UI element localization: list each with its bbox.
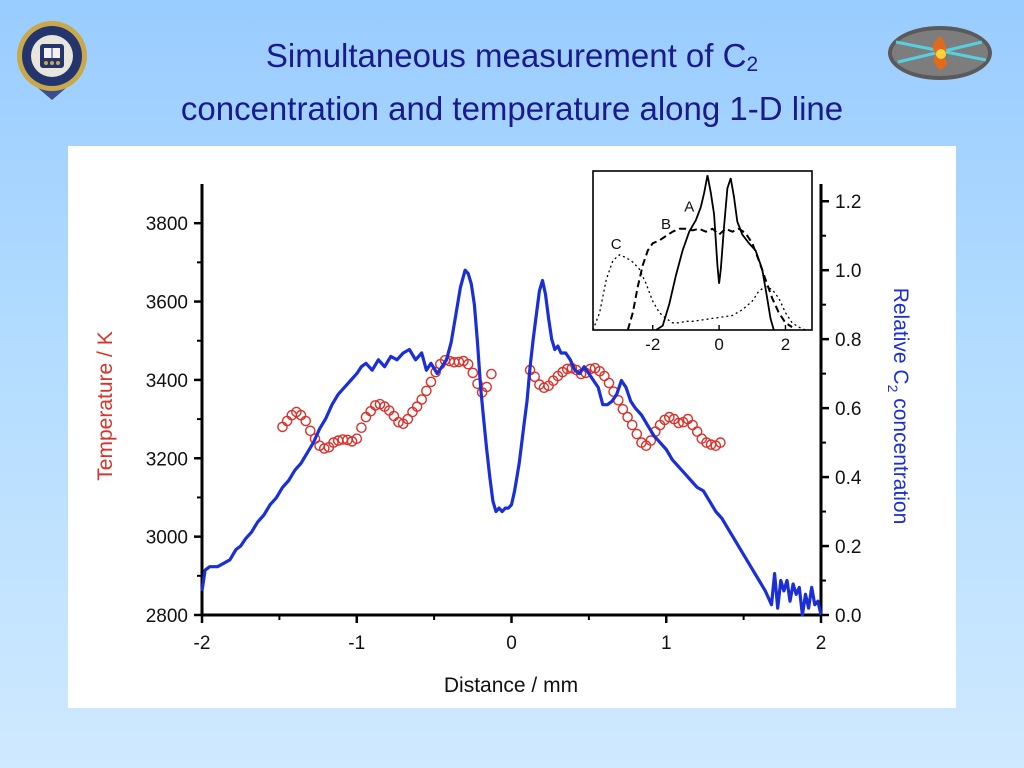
title-line-1: Simultaneous measurement of C2 bbox=[265, 37, 759, 76]
temperature-point bbox=[281, 415, 293, 427]
y-left-tick-label: 3200 bbox=[146, 449, 188, 470]
chart-panel: -2 -1 0 1 2 2800 3000 3200 3400 3600 3800 0.0 0.2 0.4… bbox=[68, 146, 956, 708]
temperature-point bbox=[622, 411, 633, 423]
y-right-tick-label: 0.6 bbox=[835, 399, 861, 420]
temperature-point bbox=[393, 416, 404, 428]
title-line-2: concentration and temperature along 1-D … bbox=[180, 90, 844, 127]
temperature-point bbox=[472, 378, 483, 390]
temperature-point bbox=[462, 358, 474, 370]
concentration-line bbox=[200, 268, 823, 617]
inset-chart: -2 0 2 AB C bbox=[592, 170, 813, 354]
y-left-tick-label: 3000 bbox=[146, 528, 188, 549]
inset-x-tick-label: -2 bbox=[645, 335, 660, 354]
inset-series-label: C bbox=[611, 236, 622, 253]
temperature-point bbox=[421, 385, 432, 397]
inset-series-label: B bbox=[661, 216, 671, 233]
concentration-series bbox=[200, 268, 823, 617]
temperature-point bbox=[360, 411, 372, 423]
x-axis-label: Distance / mm bbox=[444, 674, 578, 697]
x-tick-label: -2 bbox=[194, 633, 211, 654]
y-right-tick-label: 1.0 bbox=[835, 261, 861, 282]
temperature-point bbox=[617, 403, 629, 415]
temperature-point bbox=[304, 425, 316, 437]
y-right-tick-label: 0.4 bbox=[835, 468, 862, 489]
y-left-tick-label: 3600 bbox=[146, 293, 188, 314]
temperature-point bbox=[538, 382, 550, 393]
temperature-point bbox=[673, 417, 684, 429]
x-tick-label: 1 bbox=[661, 633, 672, 654]
temperature-point bbox=[715, 437, 726, 448]
temperature-point bbox=[356, 422, 367, 434]
inset-series-label: A bbox=[684, 199, 694, 216]
temperature-point bbox=[277, 421, 288, 433]
temperature-point bbox=[300, 415, 311, 427]
y-left-tick-label: 3800 bbox=[146, 214, 188, 235]
temperature-point bbox=[631, 428, 643, 440]
temperature-point bbox=[664, 411, 675, 423]
axes-ticks: -2 -1 0 1 2 2800 3000 3200 3400 3600 3800 0.0 0.2 0.4… bbox=[146, 192, 862, 654]
temperature-point bbox=[318, 443, 330, 454]
temperature-point bbox=[687, 419, 698, 431]
y-right-tick-label: 0.8 bbox=[835, 330, 861, 351]
laser-flame-logo bbox=[886, 24, 994, 82]
temperature-point bbox=[603, 377, 615, 389]
x-tick-label: 0 bbox=[506, 633, 517, 654]
inset-x-tick-label: 0 bbox=[714, 335, 723, 354]
chart-svg: -2 -1 0 1 2 2800 3000 3200 3400 3600 3800 0.0 0.2 0.4… bbox=[94, 170, 912, 697]
y-right-tick-label: 0.2 bbox=[835, 537, 861, 558]
y-right-tick-label: 1.2 bbox=[835, 192, 861, 213]
y-axis-left-label: Temperature / K bbox=[94, 331, 117, 480]
temperature-point bbox=[430, 366, 442, 378]
temperature-point bbox=[351, 433, 363, 445]
temperature-point bbox=[416, 394, 428, 405]
y-left-tick-label: 3400 bbox=[146, 371, 188, 392]
temperature-point bbox=[467, 367, 479, 379]
y-axis-right-label: Relative C2 concentration bbox=[885, 288, 912, 525]
temperature-point bbox=[486, 368, 497, 380]
temperature-point bbox=[645, 435, 657, 446]
temperature-point bbox=[365, 405, 377, 417]
temperature-point bbox=[626, 419, 638, 431]
temperature-point bbox=[425, 376, 437, 388]
inset-frame bbox=[592, 170, 813, 331]
slide-title: Simultaneous measurement of C2 concentra… bbox=[0, 34, 1024, 131]
y-left-tick-label: 2800 bbox=[146, 606, 188, 627]
oxford-crest-logo bbox=[14, 18, 90, 106]
inset-curve-b bbox=[626, 227, 793, 331]
inset-x-tick-label: 2 bbox=[781, 335, 790, 354]
temperature-point bbox=[328, 437, 339, 448]
temperature-point bbox=[402, 413, 414, 425]
x-tick-label: 2 bbox=[816, 633, 827, 654]
x-tick-label: -1 bbox=[348, 633, 365, 654]
y-right-tick-label: 0.0 bbox=[835, 606, 861, 627]
